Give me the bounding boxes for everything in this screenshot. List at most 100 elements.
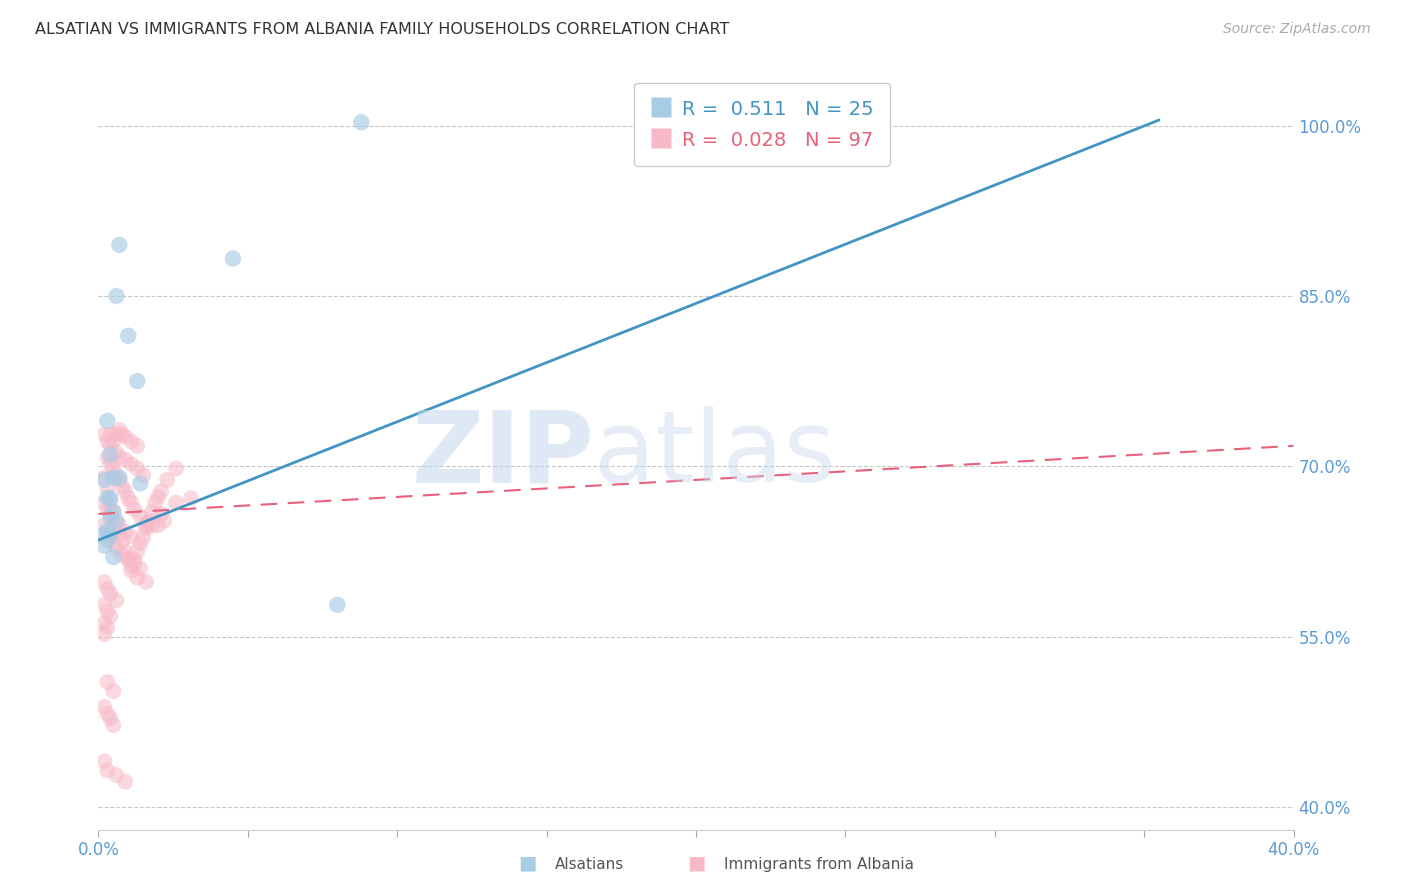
Text: Immigrants from Albania: Immigrants from Albania (724, 857, 914, 872)
Point (138, 514, 160, 528)
Point (98, 427, 122, 442)
Point (120, 530, 142, 544)
Point (111, 548, 134, 562)
Point (105, 427, 128, 442)
Point (98, 586, 122, 600)
Point (124, 552, 146, 566)
Point (222, 252, 245, 266)
Point (93, 518, 115, 533)
Point (105, 514, 128, 528)
Point (96, 620, 118, 634)
Point (120, 495, 142, 509)
Point (129, 509, 152, 524)
Point (96, 482, 118, 496)
Point (103, 505, 125, 519)
Point (120, 559, 142, 574)
Text: ■: ■ (517, 854, 537, 872)
Point (117, 552, 139, 566)
Point (120, 564, 142, 578)
Point (98, 527, 122, 541)
Point (96, 525, 118, 540)
Point (93, 427, 115, 442)
Legend: R =  0.511   N = 25, R =  0.028   N = 97: R = 0.511 N = 25, R = 0.028 N = 97 (634, 82, 890, 166)
Point (96, 491, 118, 505)
Point (103, 718, 125, 732)
Point (124, 502, 146, 516)
Point (111, 533, 134, 547)
Text: ■: ■ (686, 854, 706, 872)
Point (98, 510, 122, 524)
Point (96, 675, 118, 690)
Point (93, 473, 115, 487)
Point (165, 495, 187, 509)
Point (111, 427, 134, 442)
Point (93, 755, 115, 769)
Point (108, 527, 131, 541)
Point (98, 457, 122, 471)
Point (98, 711, 122, 725)
Point (111, 480, 134, 494)
Point (135, 516, 157, 530)
Point (135, 522, 157, 536)
Point (108, 470, 131, 484)
Point (127, 439, 149, 453)
Point (165, 461, 187, 475)
Point (135, 518, 157, 533)
Point (114, 544, 136, 558)
Point (103, 470, 125, 484)
Point (93, 598, 115, 612)
Point (127, 461, 149, 475)
Point (93, 470, 115, 484)
Point (108, 473, 131, 487)
Point (129, 561, 152, 575)
Point (105, 516, 128, 530)
Point (108, 518, 131, 533)
Point (93, 575, 115, 590)
Point (98, 493, 122, 508)
Point (93, 627, 115, 641)
Point (93, 527, 115, 541)
Point (108, 423, 131, 437)
Point (96, 582, 118, 596)
Point (156, 473, 179, 487)
Point (114, 452, 136, 467)
Point (103, 550, 125, 565)
Point (105, 468, 128, 483)
Point (96, 605, 118, 619)
Text: ALSATIAN VS IMMIGRANTS FROM ALBANIA FAMILY HOUSEHOLDS CORRELATION CHART: ALSATIAN VS IMMIGRANTS FROM ALBANIA FAMI… (35, 22, 730, 37)
Point (93, 615, 115, 630)
Point (326, 598, 349, 612)
Point (105, 541, 128, 555)
Point (98, 507, 122, 521)
Point (117, 328, 139, 343)
Point (96, 450, 118, 465)
Point (96, 764, 118, 778)
Point (127, 374, 149, 388)
Point (98, 609, 122, 624)
Point (96, 502, 118, 516)
Point (127, 544, 149, 558)
Point (105, 445, 128, 459)
Point (96, 706, 118, 721)
Point (114, 525, 136, 540)
Point (117, 491, 139, 505)
Point (150, 507, 173, 521)
Point (132, 531, 155, 545)
Point (96, 524, 118, 538)
Point (350, 115, 373, 129)
Point (124, 557, 146, 571)
Point (98, 439, 122, 453)
Point (180, 491, 202, 505)
Point (129, 536, 152, 550)
Point (150, 484, 173, 499)
Point (127, 570, 149, 584)
Point (103, 461, 125, 475)
Point (120, 434, 142, 449)
Point (103, 536, 125, 550)
Point (108, 238, 131, 252)
Text: atlas: atlas (595, 407, 837, 503)
Point (141, 505, 163, 519)
Point (114, 775, 136, 789)
Point (105, 289, 128, 303)
Point (153, 514, 176, 528)
